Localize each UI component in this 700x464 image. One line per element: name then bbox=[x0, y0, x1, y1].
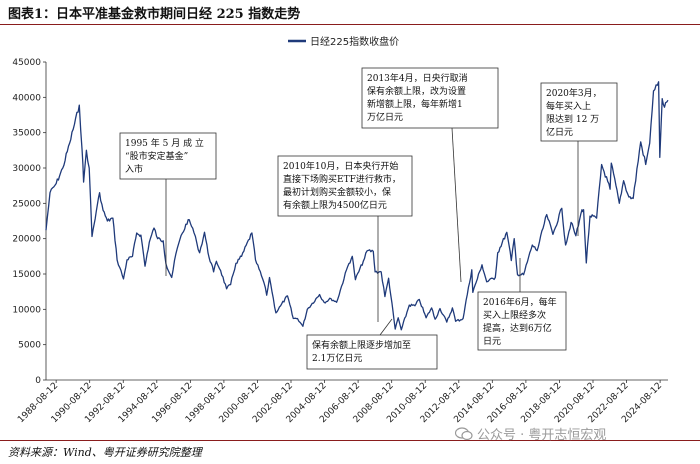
bottom-rule bbox=[0, 440, 700, 441]
callout-text: 2010年10月，日本央行开始 bbox=[283, 160, 398, 172]
callout-box bbox=[277, 155, 413, 217]
y-tick-label: 20000 bbox=[12, 235, 41, 245]
y-tick-label: 15000 bbox=[12, 270, 41, 280]
y-tick-label: 30000 bbox=[12, 164, 41, 174]
callout-leader bbox=[451, 127, 462, 283]
callout-box bbox=[361, 67, 499, 129]
callout-text: 限达到 12 万 bbox=[546, 113, 599, 125]
chart-legend: 日经225指数收盘价 bbox=[288, 35, 399, 48]
y-tick-label: 25000 bbox=[12, 199, 41, 209]
callout-text: 2016年6月，每年 bbox=[483, 296, 557, 308]
watermark: 公众号 · 粤开志恒宏观 bbox=[455, 424, 606, 443]
y-tick-label: 35000 bbox=[12, 129, 41, 139]
callout-text: 买入上限经多次 bbox=[483, 309, 546, 321]
source-note: 资料来源：Wind、粤开证券研究院整理 bbox=[8, 446, 202, 459]
top-rule bbox=[0, 24, 700, 25]
callout-text: 提高，达到6万亿 bbox=[483, 322, 552, 334]
y-tick-label: 10000 bbox=[12, 305, 41, 315]
callout-text: 日元 bbox=[483, 336, 501, 347]
series-layer bbox=[45, 81, 669, 331]
annotation-2010: 2010年10月，日本央行开始直接下场购买ETF进行救市，最初计划购买金额较小，… bbox=[277, 155, 413, 322]
callout-text: “股市安定基金” bbox=[125, 150, 188, 162]
callout-text: 最初计划购买金额较小，保 bbox=[283, 186, 391, 198]
legend-label: 日经225指数收盘价 bbox=[310, 35, 399, 48]
chart-title: 图表1：日本平准基金救市期间日经 225 指数走势 bbox=[8, 7, 301, 22]
wechat-icon bbox=[455, 426, 473, 440]
annotation-1995: 1995 年 5 月 成 立“股市安定基金”入市 bbox=[119, 132, 217, 276]
callout-text: 万亿日元 bbox=[367, 111, 403, 123]
callout-text: 2.1万亿日元 bbox=[312, 352, 362, 364]
callout-text: 有余额上限为4500亿日元 bbox=[283, 199, 387, 211]
callout-text: 1995 年 5 月 成 立 bbox=[125, 137, 204, 149]
y-tick-label: 0 bbox=[35, 376, 41, 386]
callout-text: 亿日元 bbox=[546, 126, 573, 138]
callout-leader bbox=[379, 318, 393, 336]
callout-text: 直接下场购买ETF进行救市， bbox=[283, 173, 401, 185]
callout-text: 新增额上限，每年新增1 bbox=[367, 98, 463, 110]
watermark-text: 公众号 · 粤开志恒宏观 bbox=[477, 428, 607, 443]
annotations-layer: 1995 年 5 月 成 立“股市安定基金”入市 2010年10月，日本央行开始直… bbox=[119, 67, 618, 370]
callout-text: 入市 bbox=[125, 163, 143, 175]
callout-text: 每年买入上 bbox=[546, 100, 591, 112]
nikkei-line-chart: 0 5000 10000 15000 20000 25000 30000 35000 40000… bbox=[12, 35, 669, 425]
callout-box bbox=[477, 291, 567, 351]
callout-box bbox=[119, 132, 217, 180]
nikkei-series-line bbox=[45, 81, 669, 331]
callout-box bbox=[306, 334, 438, 370]
y-tick-label: 5000 bbox=[18, 341, 41, 351]
callout-text: 2020年3月， bbox=[546, 87, 602, 99]
y-tick-label: 45000 bbox=[12, 58, 41, 68]
y-tick-label: 40000 bbox=[12, 93, 41, 103]
callout-text: 保有余额上限，改为设置 bbox=[367, 85, 466, 97]
callout-box bbox=[540, 82, 618, 142]
callout-text: 保有余额上限逐步增加至 bbox=[312, 339, 411, 351]
callout-text: 2013年4月，日央行取消 bbox=[367, 72, 468, 84]
